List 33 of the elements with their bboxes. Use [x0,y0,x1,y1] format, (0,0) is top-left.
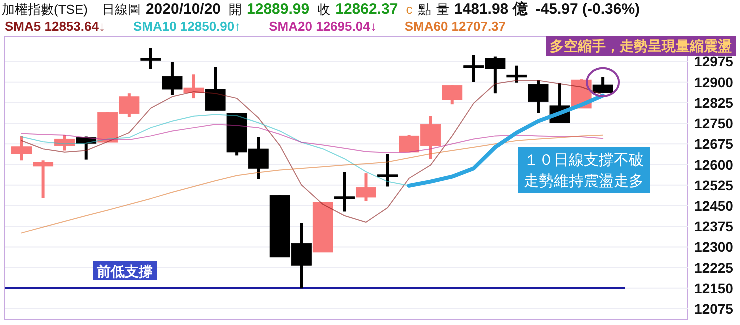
annotation: 走勢維持震盪走多 [524,173,644,190]
y-tick-label: 12525 [694,177,734,194]
text: 開 [229,2,242,17]
text: c [406,2,414,17]
y-tick-label: 12150 [694,280,734,296]
text: 1481.98 億 [454,1,529,18]
text: -45.97 (-0.36%) [536,1,640,18]
y-tick-label: 12900 [694,74,734,90]
y-tick-label: 12675 [694,136,734,152]
text: SMA20 12695.04↓ [269,19,377,34]
annotation: 多空縮手，走勢呈現量縮震盪 [550,38,732,54]
text: 收 [318,2,331,17]
y-tick-label: 12225 [694,260,734,276]
y-tick-label: 12975 [694,54,734,70]
chart-title: 加權指數(TSE) [2,2,88,17]
text: 12889.99 [247,1,310,18]
y-tick-label: 12300 [694,239,734,256]
text: SMA60 12707.37 [404,19,506,34]
ref-line-label: 前低支撐 [96,263,153,280]
text: 點 [417,2,432,17]
y-tick-label: 12075 [694,301,734,318]
text: 12862.37 [336,1,398,18]
y-tick-label: 12450 [694,198,734,214]
annotation: １０日線支撐不破 [524,152,644,169]
y-tick-label: 12750 [694,116,734,132]
y-tick-label: 12600 [694,156,734,173]
text: SMA5 12853.64↓ [5,19,106,34]
y-tick-label: 12375 [694,218,734,235]
text: 量 [436,2,450,17]
text: SMA10 12850.90↑ [133,19,242,34]
y-tick-label: 12825 [694,94,734,111]
text: 日線圖 [102,2,141,17]
text: 2020/10/20 [146,1,222,18]
